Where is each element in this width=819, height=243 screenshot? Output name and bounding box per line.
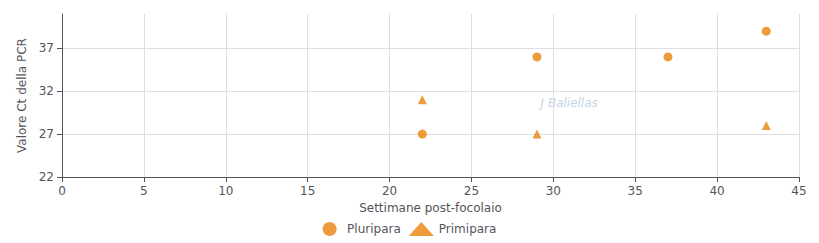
svg-text:Settimane post-focolaio: Settimane post-focolaio (359, 201, 502, 215)
svg-text:32: 32 (39, 84, 54, 98)
svg-text:Pluripara: Pluripara (347, 222, 401, 236)
svg-text:20: 20 (382, 184, 397, 198)
svg-text:45: 45 (791, 184, 806, 198)
svg-text:0: 0 (58, 184, 66, 198)
svg-text:J Baliellas: J Baliellas (539, 96, 598, 110)
svg-text:30: 30 (546, 184, 561, 198)
svg-text:15: 15 (300, 184, 315, 198)
svg-text:40: 40 (709, 184, 724, 198)
svg-text:5: 5 (140, 184, 148, 198)
svg-text:Valore Ct della PCR: Valore Ct della PCR (15, 38, 29, 153)
svg-text:10: 10 (218, 184, 233, 198)
svg-text:27: 27 (39, 127, 54, 141)
svg-text:37: 37 (39, 41, 54, 55)
svg-text:25: 25 (464, 184, 479, 198)
svg-text:35: 35 (628, 184, 643, 198)
svg-text:Primipara: Primipara (439, 222, 497, 236)
svg-text:22: 22 (39, 170, 54, 184)
